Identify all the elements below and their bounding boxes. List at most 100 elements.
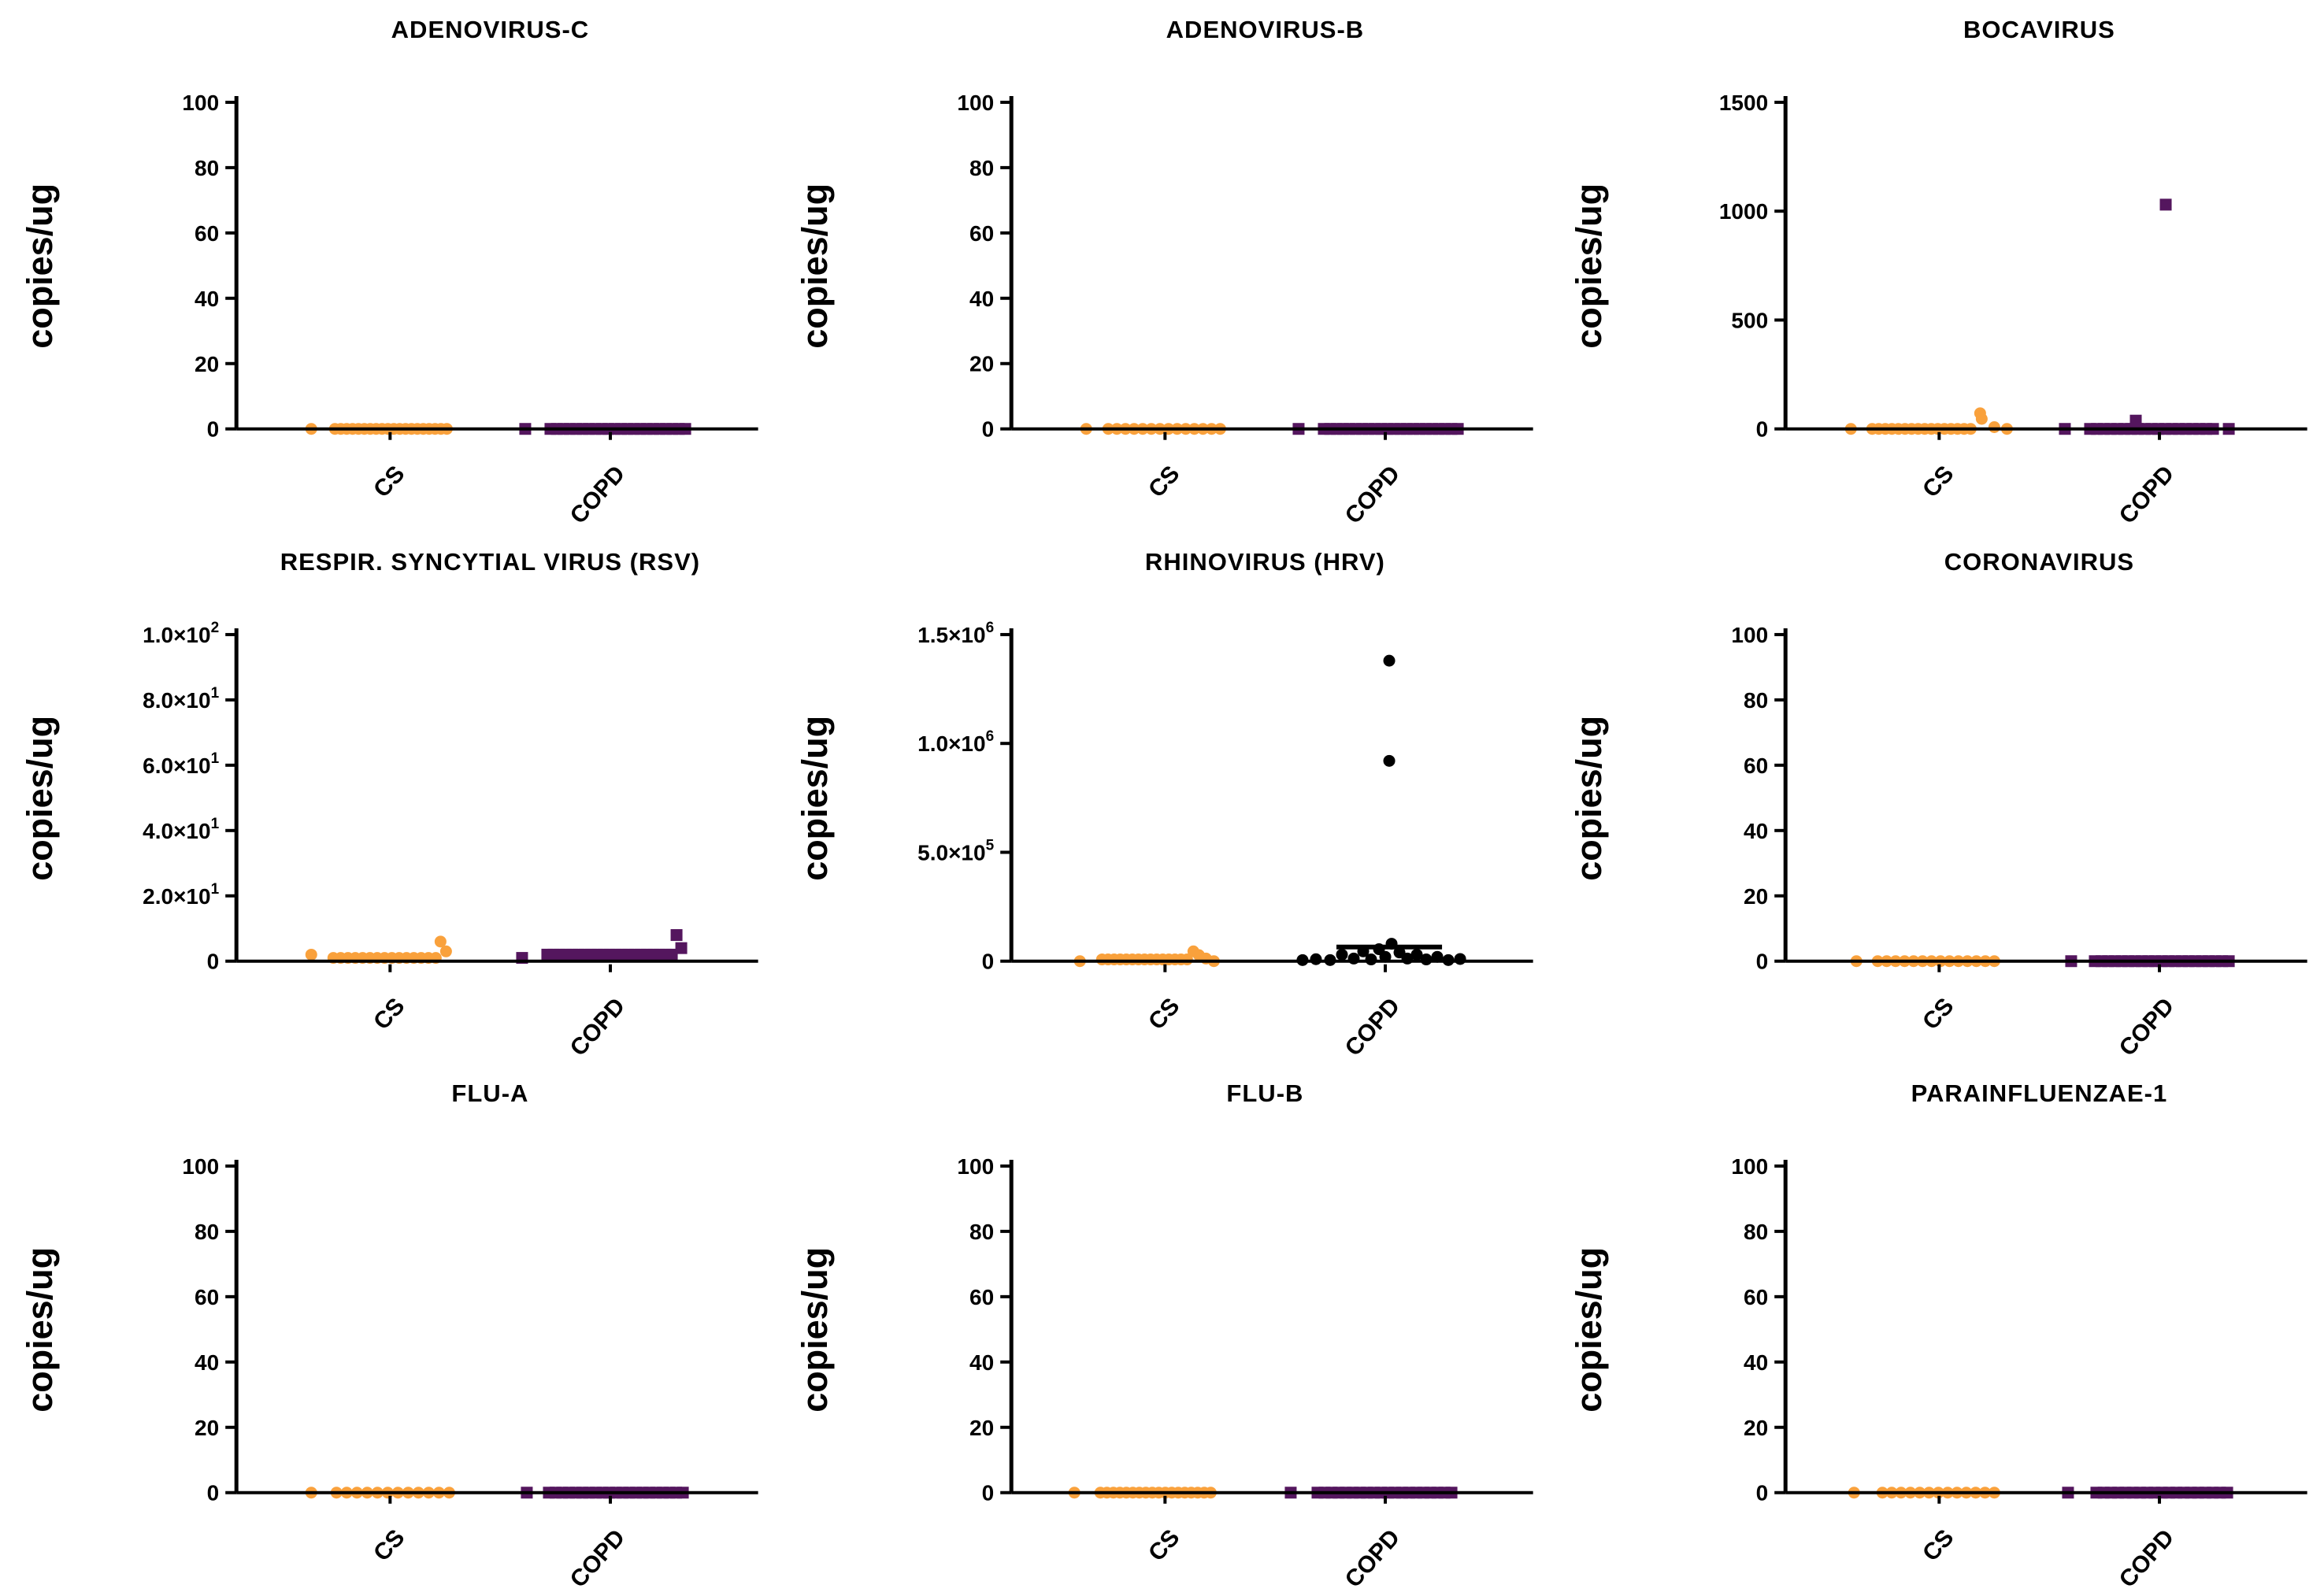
x-category-labels: CS COPD: [1918, 1496, 2180, 1593]
y-tick-label: 1000: [1719, 199, 1768, 224]
x-category-labels: CS COPD: [1143, 431, 1405, 529]
y-tick-label: 60: [1744, 1285, 1768, 1309]
y-tick-label: 20: [195, 1416, 219, 1440]
data-point-copd: [1336, 948, 1348, 961]
axes: [1784, 1160, 2307, 1495]
data-point-copd: [1365, 953, 1377, 965]
chart-title: PARAINFLUENZAE-1: [1911, 1079, 2168, 1107]
x-category-label-cs: CS: [1143, 993, 1184, 1035]
y-tick-label: 100: [957, 91, 994, 115]
y-tick-label: 40: [969, 1350, 994, 1375]
data-point-cs: [1989, 421, 2001, 434]
data-point-copd: [1410, 948, 1423, 961]
chart-panel-adenovirus-b: 0 20 40 60 80 100 CS COPD ADENOVIRUS-B copies/…: [775, 0, 1550, 532]
axes: [1784, 628, 2307, 963]
data-point-cs: [439, 945, 452, 957]
y-tick-label: 40: [195, 287, 219, 311]
y-tick-label: 60: [969, 221, 994, 246]
x-category-label-cs: CS: [369, 1525, 410, 1567]
data-point-copd: [1420, 953, 1433, 965]
data-points: [305, 928, 688, 964]
y-tick-label: 20: [969, 1416, 994, 1440]
x-category-label-copd: COPD: [2115, 993, 2180, 1061]
chart-panel-adenovirus-c: 0 20 40 60 80 100 CS COPD ADENOVIRUS-C copies/…: [0, 0, 775, 532]
y-axis-ticks: 0 20 40 60 80 100: [1732, 1154, 1786, 1505]
x-category-label-cs: CS: [1918, 993, 1959, 1035]
y-tick-label: 5.0×105: [917, 837, 994, 865]
axes: [234, 1160, 758, 1495]
chart-title: ADENOVIRUS-C: [391, 16, 590, 43]
x-category-labels: CS COPD: [1143, 964, 1405, 1061]
x-category-label-copd: COPD: [1340, 461, 1405, 528]
y-tick-label: 0: [981, 949, 994, 973]
x-category-label-cs: CS: [1143, 1525, 1184, 1567]
data-points: [1845, 198, 2235, 435]
virus-scatter-chart: 0 20 40 60 80 100 CS COPD ADENOVIRUS-C copies/…: [20, 16, 758, 529]
chart-title: FLU-B: [1226, 1079, 1303, 1107]
x-category-label-copd: COPD: [565, 993, 631, 1061]
y-tick-label: 40: [969, 287, 994, 311]
x-category-label-copd: COPD: [1340, 993, 1405, 1061]
y-axis-label: copies/ug: [795, 183, 835, 349]
virus-scatter-chart: 0 20 40 60 80 100 CS COPD CORONAVIRUS copies/u…: [1569, 548, 2307, 1061]
y-tick-label: 4.0×101: [143, 815, 219, 842]
y-tick-label: 1.0×106: [917, 728, 994, 756]
chart-panel-rhinovirus-hrv-: 0 5.0×105 1.0×106 1.5×106 CS COPD RHINOVIRUS…: [775, 532, 1550, 1065]
y-tick-label: 2.0×101: [143, 880, 219, 908]
y-axis-ticks: 0 5.0×105 1.0×106 1.5×106: [917, 620, 1011, 973]
chart-panel-parainfluenzae-1: 0 20 40 60 80 100 CS COPD PARAINFLUENZAE-1 cop…: [1549, 1064, 2324, 1596]
chart-title: ADENOVIRUS-B: [1166, 16, 1364, 43]
chart-panel-flu-a: 0 20 40 60 80 100 CS COPD FLU-A copies/ug: [0, 1064, 775, 1596]
virus-scatter-chart: 0 5.0×105 1.0×106 1.5×106 CS COPD RHINOVIRUS…: [795, 548, 1533, 1061]
y-axis-ticks: 0 20 40 60 80 100: [957, 91, 1011, 442]
x-category-label-copd: COPD: [565, 1525, 631, 1593]
y-tick-label: 1.5×106: [917, 620, 994, 647]
y-tick-label: 6.0×101: [143, 750, 219, 778]
data-point-copd: [675, 942, 688, 954]
chart-panel-bocavirus: 0 500 1000 1500 CS COPD BOCAVIRUS copies/ug: [1549, 0, 2324, 532]
data-point-copd: [670, 928, 683, 941]
axes: [234, 628, 758, 963]
axes: [1009, 1160, 1533, 1495]
data-point-cs: [1976, 413, 1989, 425]
y-tick-label: 500: [1732, 308, 1769, 332]
y-tick-label: 80: [1744, 1220, 1768, 1244]
y-tick-label: 80: [969, 156, 994, 180]
virus-scatter-chart: 0 20 40 60 80 100 CS COPD FLU-B copies/ug: [795, 1079, 1533, 1593]
x-category-label-cs: CS: [1918, 461, 1959, 502]
y-tick-label: 80: [195, 1220, 219, 1244]
virus-scatter-chart: 0 20 40 60 80 100 CS COPD PARAINFLUENZAE-1 cop…: [1569, 1079, 2307, 1593]
y-tick-label: 100: [1732, 623, 1769, 647]
y-tick-label: 40: [1744, 1350, 1768, 1375]
y-axis-label: copies/ug: [1569, 1247, 1609, 1413]
y-axis-label: copies/ug: [20, 1247, 60, 1413]
y-tick-label: 60: [969, 1285, 994, 1309]
y-axis-label: copies/ug: [795, 1247, 835, 1413]
y-axis-ticks: 0 20 40 60 80 100: [1732, 623, 1786, 973]
data-point-copd: [1383, 754, 1396, 767]
data-point-copd: [1454, 953, 1466, 965]
data-point-copd: [2159, 198, 2172, 211]
y-axis-ticks: 0 20 40 60 80 100: [182, 1154, 237, 1505]
x-category-labels: CS COPD: [1918, 431, 2180, 529]
x-category-label-copd: COPD: [1340, 1525, 1405, 1593]
y-axis-label: copies/ug: [20, 183, 60, 349]
x-category-label-copd: COPD: [2115, 461, 2180, 528]
y-tick-label: 60: [1744, 754, 1768, 778]
chart-title: CORONAVIRUS: [1944, 548, 2134, 576]
y-tick-label: 1500: [1719, 91, 1768, 115]
y-axis-label: copies/ug: [1569, 716, 1609, 881]
y-tick-label: 100: [1732, 1154, 1769, 1179]
y-axis-ticks: 0 20 40 60 80 100: [182, 91, 237, 442]
y-tick-label: 0: [981, 1481, 994, 1505]
chart-panel-coronavirus: 0 20 40 60 80 100 CS COPD CORONAVIRUS copies/u…: [1549, 532, 2324, 1065]
chart-title: RHINOVIRUS (HRV): [1145, 548, 1385, 576]
virus-scatter-chart: 0 20 40 60 80 100 CS COPD ADENOVIRUS-B copies/…: [795, 16, 1533, 529]
y-tick-label: 60: [195, 221, 219, 246]
x-category-label-copd: COPD: [565, 461, 631, 528]
y-tick-label: 100: [957, 1154, 994, 1179]
data-point-cs: [434, 935, 447, 948]
y-tick-label: 0: [1756, 1481, 1769, 1505]
